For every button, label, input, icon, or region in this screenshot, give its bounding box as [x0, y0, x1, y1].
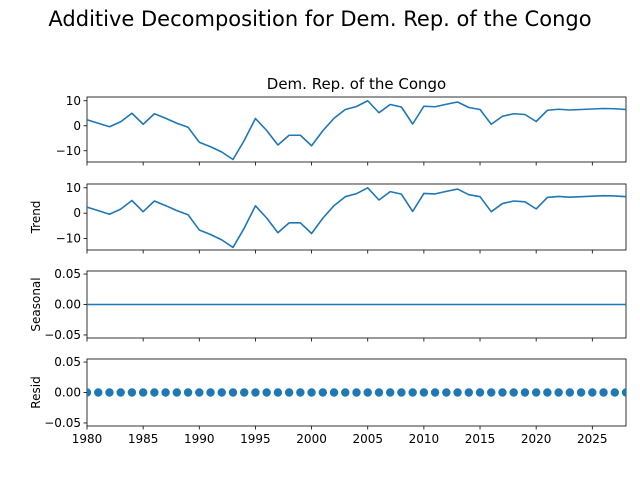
- resid-point: [183, 388, 193, 397]
- resid-point: [217, 388, 226, 397]
- y-tick-label: 0.05: [54, 267, 81, 281]
- resid-point: [161, 388, 170, 397]
- resid-point: [116, 388, 125, 397]
- y-tick-label: −10: [56, 144, 81, 158]
- panel-3: −0.05 0.00 0.05 Seasonal: [29, 267, 627, 342]
- trend-line: [87, 187, 626, 249]
- resid-point: [576, 388, 586, 397]
- resid-point: [228, 388, 238, 397]
- y-tick-label: 0.05: [54, 355, 81, 369]
- resid-point: [273, 388, 283, 397]
- x-tick-label: 2015: [465, 432, 496, 446]
- resid-point: [262, 388, 271, 397]
- resid-point: [284, 388, 294, 397]
- resid-point: [610, 388, 619, 397]
- y-tick-label: 0.00: [54, 386, 81, 400]
- x-tick-label: 1985: [128, 432, 159, 446]
- x-tick-label: 1995: [240, 432, 271, 446]
- resid-point: [385, 388, 395, 397]
- resid-point: [397, 388, 406, 397]
- resid-point: [240, 388, 249, 397]
- resid-point: [588, 388, 597, 397]
- x-tick-label: 1980: [72, 432, 103, 446]
- x-tick-label: 2020: [521, 432, 552, 446]
- resid-point: [430, 388, 440, 397]
- panel-2: −10 0 10 Trend: [29, 181, 627, 254]
- resid-point: [251, 388, 260, 397]
- resid-point: [363, 388, 372, 397]
- y-axis-label: Seasonal: [29, 277, 43, 331]
- resid-point: [408, 388, 417, 397]
- resid-point: [150, 388, 159, 397]
- y-tick-label: 0.00: [54, 298, 81, 312]
- resid-point: [599, 388, 608, 397]
- resid-point: [520, 388, 530, 397]
- resid-point: [374, 388, 384, 397]
- resid-point: [329, 388, 339, 397]
- resid-points: [87, 388, 626, 397]
- resid-point: [172, 388, 182, 397]
- resid-point: [419, 388, 429, 397]
- y-tick-label: −0.05: [44, 328, 81, 342]
- resid-point: [487, 388, 496, 397]
- y-axis-label: Resid: [29, 376, 43, 408]
- axes-frame: [86, 183, 627, 251]
- resid-point: [543, 388, 552, 397]
- resid-point: [621, 388, 626, 397]
- resid-point: [531, 388, 541, 397]
- y-axis-label: Trend: [29, 201, 43, 235]
- panel-title: Dem. Rep. of the Congo: [267, 75, 446, 93]
- resid-point: [475, 388, 485, 397]
- resid-point: [453, 388, 462, 397]
- resid-point: [352, 388, 361, 397]
- resid-point: [464, 388, 473, 397]
- resid-point: [307, 388, 316, 397]
- x-tick-label: 2000: [296, 432, 327, 446]
- y-tick-label: 10: [66, 94, 81, 108]
- resid-point: [554, 388, 563, 397]
- panel-4: −0.05 0.00 0.05 1980 1985 1990 1995 2000 2005 201…: [29, 355, 627, 446]
- resid-point: [296, 388, 305, 397]
- resid-point: [127, 388, 137, 397]
- resid-point: [195, 388, 204, 397]
- resid-point: [442, 388, 451, 397]
- axes-frame: [86, 96, 627, 163]
- resid-point: [87, 388, 92, 397]
- x-tick-label: 1990: [184, 432, 215, 446]
- observed-line: [87, 99, 626, 161]
- resid-point: [105, 388, 114, 397]
- y-tick-label: −0.05: [44, 416, 81, 430]
- x-tick-label: 2010: [409, 432, 440, 446]
- resid-point: [138, 388, 148, 397]
- x-tick-label: 2005: [352, 432, 383, 446]
- resid-point: [94, 388, 103, 397]
- resid-point: [341, 388, 350, 397]
- resid-point: [206, 388, 215, 397]
- resid-point: [509, 388, 518, 397]
- y-tick-label: 0: [73, 119, 81, 133]
- y-tick-label: −10: [56, 232, 81, 246]
- y-tick-label: 10: [66, 181, 81, 195]
- x-tick-label: 2025: [577, 432, 608, 446]
- resid-point: [498, 388, 507, 397]
- panel-1: −10 0 10 Dem. Rep. of the Congo: [56, 75, 627, 166]
- resid-point: [565, 388, 575, 397]
- figure-suptitle: Additive Decomposition for Dem. Rep. of …: [48, 7, 591, 31]
- y-tick-label: 0: [73, 206, 81, 220]
- resid-point: [318, 388, 328, 397]
